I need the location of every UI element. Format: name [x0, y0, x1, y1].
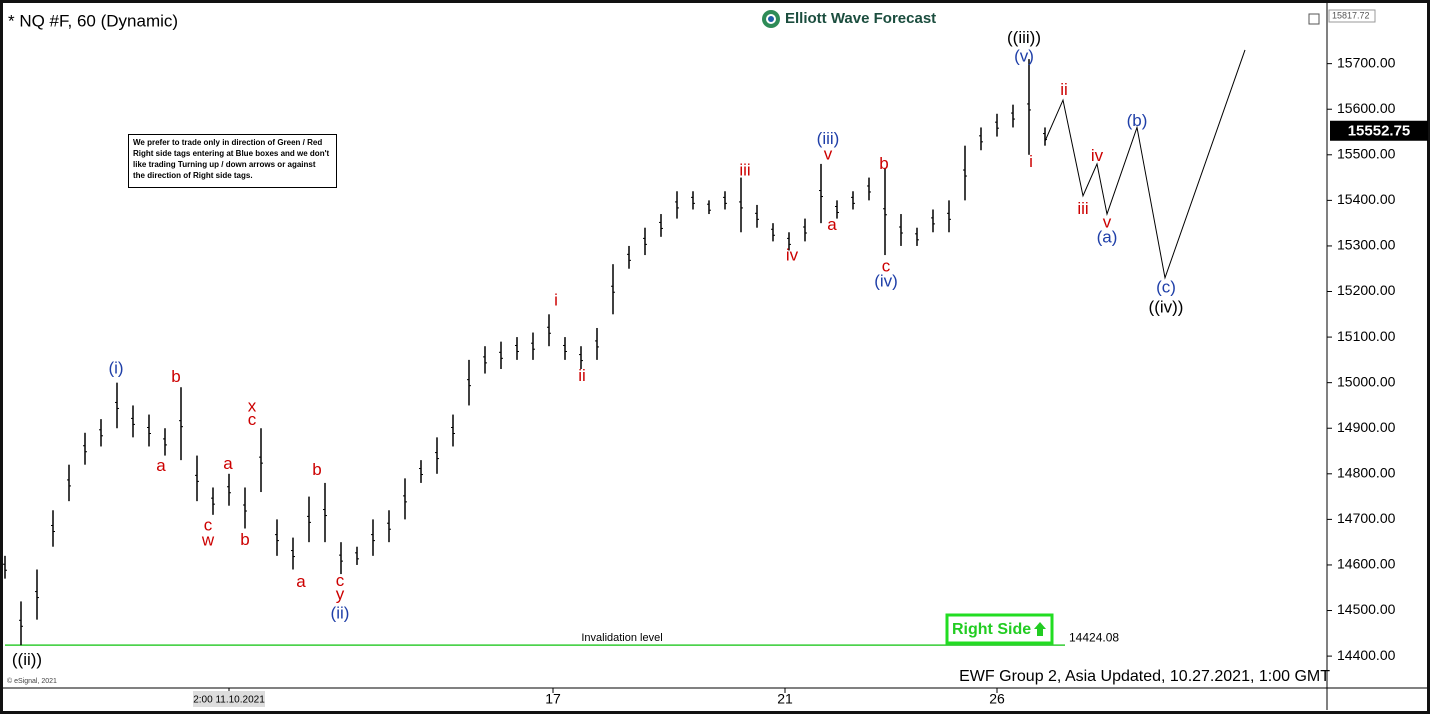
wave-label: i: [1029, 152, 1033, 171]
wave-label: (ii): [331, 604, 350, 623]
wave-label: a: [827, 215, 837, 234]
y-tick-label: 15000.00: [1337, 373, 1396, 389]
wave-label: (i): [108, 358, 123, 377]
wave-label: x: [248, 396, 257, 415]
wave-label: b: [879, 154, 888, 173]
wave-label: ii: [1060, 80, 1068, 99]
wave-label: (iv): [874, 271, 898, 290]
wave-label: v: [824, 145, 833, 164]
y-tick-label: 14400.00: [1337, 647, 1396, 663]
x-tick-label: 2:00 11.10.2021: [193, 695, 265, 706]
note-line: We prefer to trade only in direction of …: [133, 138, 322, 147]
logo-icon-core: [768, 16, 774, 22]
wave-label: ((ii)): [12, 650, 42, 669]
top-value-box: [1328, 9, 1376, 23]
y-tick-label: 15400.00: [1337, 191, 1396, 207]
wave-label: w: [201, 531, 215, 550]
wave-label: ((iv)): [1149, 297, 1184, 316]
invalidation-value: 14424.08: [1069, 630, 1119, 644]
wave-label: b: [240, 530, 249, 549]
y-tick-label: 14800.00: [1337, 465, 1396, 481]
y-tick-label: 15700.00: [1337, 54, 1396, 70]
wave-label: (a): [1097, 228, 1118, 247]
note-line: like trading Turning up / down arrows or…: [133, 160, 316, 169]
top-value-label: 15817.72: [1332, 10, 1370, 20]
y-tick-label: 14600.00: [1337, 556, 1396, 572]
right-side-arrow: [1034, 622, 1046, 636]
wave-label: b: [312, 460, 321, 479]
wave-label: a: [156, 456, 166, 475]
note-line: the direction of Right side tags.: [133, 171, 253, 180]
last-price-box: [1330, 120, 1428, 141]
y-tick-label: 15200.00: [1337, 282, 1396, 298]
wave-label: (iii): [817, 129, 840, 148]
brand-name: Elliott Wave Forecast: [785, 10, 936, 27]
y-tick-label: 15300.00: [1337, 237, 1396, 253]
wave-label: ii: [578, 366, 586, 385]
wave-label: c: [882, 256, 891, 275]
brand-logo: Elliott Wave Forecast: [762, 10, 936, 28]
y-tick-label: 14900.00: [1337, 419, 1396, 435]
y-tick-label: 15100.00: [1337, 328, 1396, 344]
wave-label: (v): [1014, 46, 1034, 65]
last-price-label: 15552.75: [1348, 123, 1411, 140]
wave-label: i: [554, 291, 558, 310]
wave-label: (b): [1127, 111, 1148, 130]
note-box: [128, 134, 337, 188]
x-tick-label: 21: [777, 691, 793, 707]
wave-label: c: [336, 571, 345, 590]
wave-label: iii: [1077, 199, 1088, 218]
chart-title: * NQ #F, 60 (Dynamic): [8, 11, 178, 30]
right-side-label: Right Side: [952, 621, 1031, 638]
window-icon: [1308, 13, 1320, 25]
projection-line: [1044, 49, 1246, 280]
y-tick-label: 15600.00: [1337, 100, 1396, 116]
note-line: Right side tags entering at Blue boxes a…: [133, 149, 329, 158]
x-tick-highlight: [193, 691, 265, 707]
wave-label: iv: [1091, 146, 1104, 165]
y-tick-label: 15500.00: [1337, 145, 1396, 161]
y-tick-label: 14700.00: [1337, 510, 1396, 526]
wave-label: iii: [739, 161, 750, 180]
note-text: We prefer to trade only in direction of …: [133, 138, 329, 180]
x-tick-label: 26: [989, 691, 1005, 707]
wave-label: a: [223, 454, 233, 473]
wave-label: b: [171, 367, 180, 386]
wave-label: c: [204, 516, 213, 535]
wave-label: c: [248, 410, 257, 429]
y-tick-label: 14500.00: [1337, 601, 1396, 617]
wave-label: iv: [786, 245, 799, 264]
wave-label: y: [336, 585, 345, 604]
wave-label: (c): [1156, 277, 1176, 296]
invalidation-label: Invalidation level: [581, 632, 662, 644]
wave-label: v: [1103, 213, 1112, 232]
wave-label: ((iii)): [1007, 28, 1041, 47]
copyright: © eSignal, 2021: [7, 677, 57, 685]
x-tick-label: 17: [545, 691, 561, 707]
wave-label: a: [296, 572, 306, 591]
footer: EWF Group 2, Asia Updated, 10.27.2021, 1…: [959, 668, 1330, 685]
